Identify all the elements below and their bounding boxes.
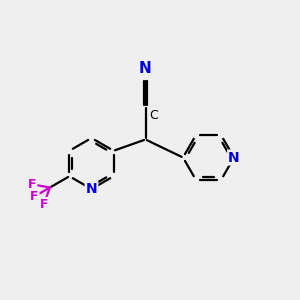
Text: F: F [40,198,48,211]
Text: C: C [150,109,158,122]
Text: N: N [139,61,152,76]
Text: N: N [86,182,97,196]
Text: F: F [30,190,39,203]
Text: N: N [228,151,240,164]
Text: F: F [28,178,37,191]
